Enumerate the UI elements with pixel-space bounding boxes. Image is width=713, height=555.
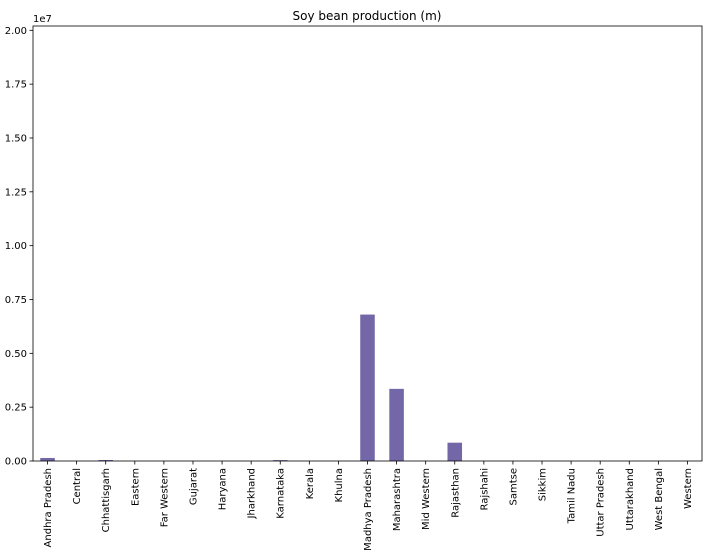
x-tick-label: Madhya Pradesh <box>363 468 374 551</box>
bar-madhya-pradesh <box>360 314 375 461</box>
x-tick-label: Maharashtra <box>392 468 403 531</box>
bar-andhra-pradesh <box>40 457 55 461</box>
x-tick-label: Far Western <box>159 468 170 527</box>
x-tick-label: Central <box>72 468 83 504</box>
x-tick-label: Karnataka <box>276 468 287 519</box>
y-tick-label: 2.00 <box>5 26 27 37</box>
bar-maharashtra <box>389 388 404 461</box>
x-tick-label: Uttarakhand <box>625 468 636 530</box>
x-tick-label: Sikkim <box>538 468 549 501</box>
y-tick-label: 0.00 <box>5 457 27 468</box>
x-tick-label: Gujarat <box>188 468 199 505</box>
x-tick-label: Jharkhand <box>247 468 258 519</box>
x-tick-label: Haryana <box>218 468 229 510</box>
x-tick-label: Uttar Pradesh <box>596 468 607 537</box>
x-tick-label: Chhattisgarh <box>101 468 112 532</box>
x-tick-label: Eastern <box>130 468 141 506</box>
x-tick-label: Mid Western <box>421 468 432 530</box>
y-tick-label: 1.00 <box>5 241 27 252</box>
x-tick-label: Kerala <box>305 468 316 499</box>
plot-frame <box>32 25 703 462</box>
y-tick-label: 0.50 <box>5 349 27 360</box>
chart-title: Soy bean production (m) <box>293 9 442 23</box>
y-tick-label: 0.75 <box>5 295 27 306</box>
bars-group <box>40 314 463 461</box>
x-tick-label: Western <box>683 468 694 509</box>
x-tick-label: Khulna <box>334 468 345 502</box>
y-tick-label: 1.25 <box>5 187 27 198</box>
x-tick-label: Tamil Nadu <box>567 468 578 524</box>
x-tick-label: Samtse <box>508 468 519 506</box>
x-tick-label: West Bengal <box>654 468 665 530</box>
x-axis-ticks: Andhra Pradesh Central Chhattisgarh Eastern… <box>43 461 694 551</box>
x-tick-label: Rajasthan <box>450 468 461 518</box>
bar-rajasthan <box>447 442 463 461</box>
bar-karnataka <box>272 460 288 461</box>
bar-chhattisgarh <box>98 460 113 461</box>
x-tick-label: Rajshahi <box>479 468 490 510</box>
y-axis-offset-label: 1e7 <box>33 14 52 25</box>
y-axis-ticks: 0.00 0.25 0.50 0.75 1.00 1.25 1.50 1.75 2.00 <box>5 26 33 468</box>
y-tick-label: 1.75 <box>5 80 27 91</box>
x-tick-label: Andhra Pradesh <box>43 468 54 547</box>
y-tick-label: 1.50 <box>5 133 27 144</box>
y-tick-label: 0.25 <box>5 403 27 414</box>
